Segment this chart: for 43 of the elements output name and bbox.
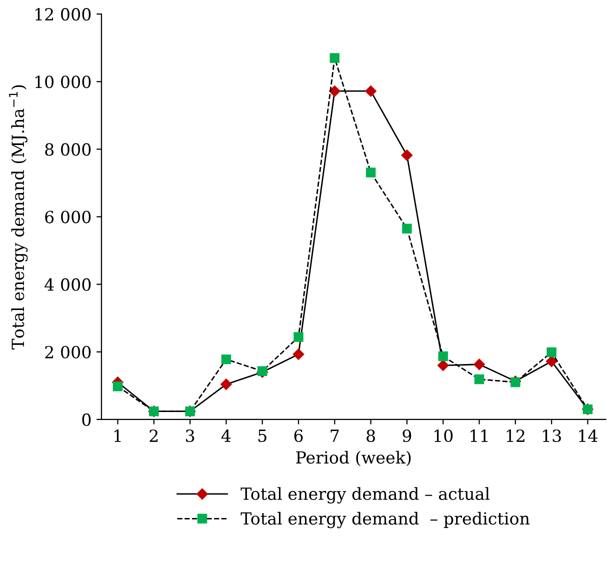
point [401, 150, 413, 161]
x-tick-label: 9 [402, 429, 412, 442]
x-tick-label: 10 [434, 429, 453, 442]
point [365, 85, 376, 97]
point [366, 168, 376, 178]
point [294, 332, 304, 342]
point [257, 366, 268, 376]
y-tick-label: 10 000 [35, 76, 91, 88]
y-tick-label: 6 000 [45, 210, 91, 224]
x-tick-label: 3 [186, 429, 194, 442]
point [546, 347, 556, 358]
point [437, 360, 449, 371]
point [220, 378, 232, 390]
point [474, 374, 484, 384]
point [221, 354, 232, 364]
x-tick-label: 6 [294, 429, 303, 442]
point [329, 85, 340, 97]
y-tick-label: 4 000 [44, 278, 91, 291]
x-tick-label: 11 [470, 429, 488, 442]
y-tick-label: 12 000 [35, 8, 91, 21]
legend-label: Total energy demand – actual [240, 487, 490, 504]
x-tick-label: 13 [542, 429, 561, 442]
x-tick-label: 12 [506, 429, 524, 442]
legend-label: Total energy demand – prediction [240, 512, 530, 528]
x-tick-label: 5 [258, 430, 266, 442]
x-tick-label: 2 [150, 429, 158, 442]
y-tick-label: 0 [82, 413, 91, 426]
point [292, 348, 304, 360]
y-tick-label: 2 000 [45, 346, 91, 358]
point [112, 381, 123, 392]
y-tick-label: 8 000 [45, 143, 91, 156]
x-tick-label: 4 [221, 429, 231, 442]
x-tick-label: 1 [114, 429, 121, 442]
point [402, 224, 412, 234]
x-tick-label: 14 [579, 429, 598, 442]
y-axis-title: Total energy demand (MJ.ha$^{−1}$) [9, 85, 28, 350]
point [546, 356, 558, 367]
point [330, 53, 340, 63]
x-axis-title: Period (week) [296, 450, 411, 466]
point [474, 358, 485, 370]
x-tick-label: 8 [366, 429, 375, 442]
point [438, 351, 448, 362]
x-tick-label: 7 [330, 430, 339, 442]
